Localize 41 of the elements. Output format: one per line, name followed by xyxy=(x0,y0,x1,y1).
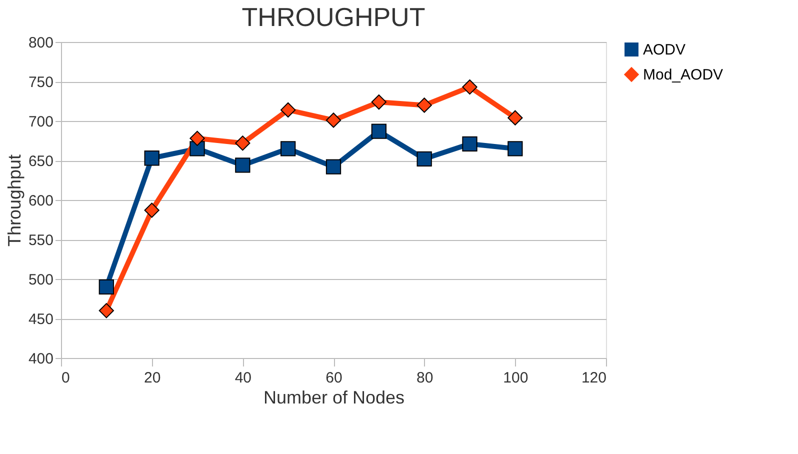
x-tick-label: 0 xyxy=(62,370,70,386)
point xyxy=(280,102,296,118)
point xyxy=(462,136,478,152)
x-tick-label: 60 xyxy=(326,370,342,386)
x-tick-label: 40 xyxy=(234,370,252,386)
point xyxy=(371,94,386,110)
y-tick-label: 500 xyxy=(28,272,54,288)
point xyxy=(144,202,160,218)
point xyxy=(416,151,432,166)
x-axis-title: Number of Nodes xyxy=(263,388,405,408)
point xyxy=(190,130,205,146)
point xyxy=(462,79,478,95)
legend-label: AODV xyxy=(643,42,686,58)
chart-title: THROUGHPUT xyxy=(242,2,426,32)
y-tick-label: 750 xyxy=(28,74,54,91)
x-tick-label: 120 xyxy=(581,370,606,386)
point xyxy=(371,124,386,139)
point xyxy=(235,158,250,173)
point xyxy=(508,110,523,126)
y-tick-label: 550 xyxy=(28,232,54,249)
y-tick-label: 450 xyxy=(28,311,54,328)
point xyxy=(326,159,342,174)
y-tick-label: 700 xyxy=(28,114,54,130)
point xyxy=(144,150,160,166)
x-tick-label: 100 xyxy=(503,370,528,386)
point xyxy=(416,98,432,113)
legend-label: Mod_AODV xyxy=(643,66,724,84)
y-tick-label: 800 xyxy=(28,34,54,52)
y-tick-label: 600 xyxy=(28,192,54,210)
y-tick-label: 650 xyxy=(28,153,54,170)
point xyxy=(508,141,523,156)
point xyxy=(190,141,205,156)
point xyxy=(98,279,114,294)
point xyxy=(326,112,342,128)
point xyxy=(235,136,250,151)
x-tick-label: 20 xyxy=(144,370,161,386)
x-tick-label: 80 xyxy=(416,370,434,386)
y-tick-label: 400 xyxy=(28,350,54,368)
y-axis-title: Throughput xyxy=(4,154,24,247)
point xyxy=(98,303,114,318)
point xyxy=(280,141,296,156)
